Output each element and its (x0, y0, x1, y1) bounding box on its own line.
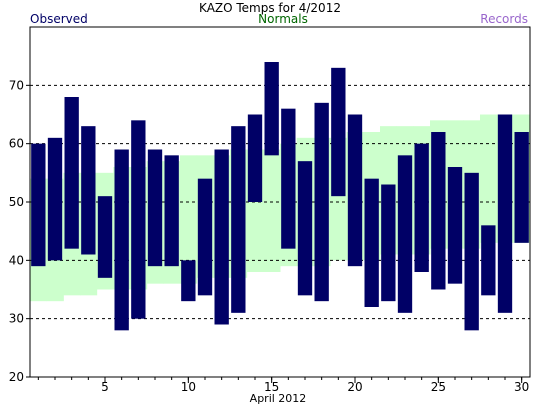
x-tick-label-25: 25 (431, 380, 446, 394)
x-tick-label-15: 15 (264, 380, 279, 394)
x-tick-label-5: 5 (101, 380, 109, 394)
observed-bar-day-24 (414, 143, 429, 272)
observed-bar-day-3 (64, 97, 79, 249)
observed-bar-day-10 (181, 260, 196, 302)
y-tick-label-40: 40 (9, 253, 24, 267)
chart-title: KAZO Temps for 4/2012 (199, 1, 341, 15)
observed-bar-day-27 (464, 172, 479, 331)
observed-bar-day-22 (381, 184, 396, 302)
observed-bar-day-28 (481, 225, 496, 296)
observed-bar-day-21 (364, 178, 379, 307)
observed-bar-day-26 (447, 167, 463, 284)
observed-bar-day-30 (514, 132, 529, 243)
normals-band-day-10 (180, 155, 198, 284)
x-tick-label-10: 10 (181, 380, 196, 394)
x-axis-label: April 2012 (250, 392, 307, 405)
observed-bar-day-20 (347, 114, 363, 267)
observed-bar-day-16 (281, 108, 296, 249)
observed-bar-day-23 (397, 155, 413, 313)
observed-bar-day-19 (331, 67, 346, 197)
observed-bar-day-2 (47, 137, 63, 261)
observed-bar-day-18 (314, 102, 329, 302)
plot-area: 20 30 40 50 60 70 5 10 15 20 25 30 (9, 26, 531, 394)
y-tick-label-60: 60 (9, 137, 24, 151)
legend-records: Records (480, 12, 528, 26)
observed-bar-day-29 (497, 114, 513, 313)
observed-bar-day-6 (114, 149, 129, 331)
legend-observed: Observed (30, 12, 88, 26)
observed-bar-day-12 (214, 149, 229, 325)
observed-bar-day-4 (81, 126, 96, 255)
y-tick-label-50: 50 (9, 195, 24, 209)
observed-bar-day-7 (131, 120, 146, 319)
normals-band-day-28 (480, 114, 498, 243)
y-tick-label-70: 70 (9, 78, 24, 92)
y-tick-label-20: 20 (9, 370, 24, 384)
legend-normals: Normals (258, 12, 308, 26)
observed-bar-day-15 (264, 62, 279, 156)
observed-bar-day-1 (31, 143, 46, 267)
observed-bar-day-14 (247, 114, 263, 202)
normals-band-day-15 (263, 149, 281, 272)
observed-bar-day-13 (231, 126, 246, 313)
observed-bar-day-11 (197, 178, 213, 296)
observed-bar-day-17 (297, 161, 313, 296)
observed-bar-day-9 (164, 155, 179, 267)
observed-bar-day-25 (431, 132, 446, 290)
y-tick-label-30: 30 (9, 312, 24, 326)
observed-bar-day-5 (97, 196, 113, 278)
x-tick-label-20: 20 (347, 380, 362, 394)
observed-bar-day-8 (147, 149, 163, 267)
x-tick-label-30: 30 (514, 380, 529, 394)
